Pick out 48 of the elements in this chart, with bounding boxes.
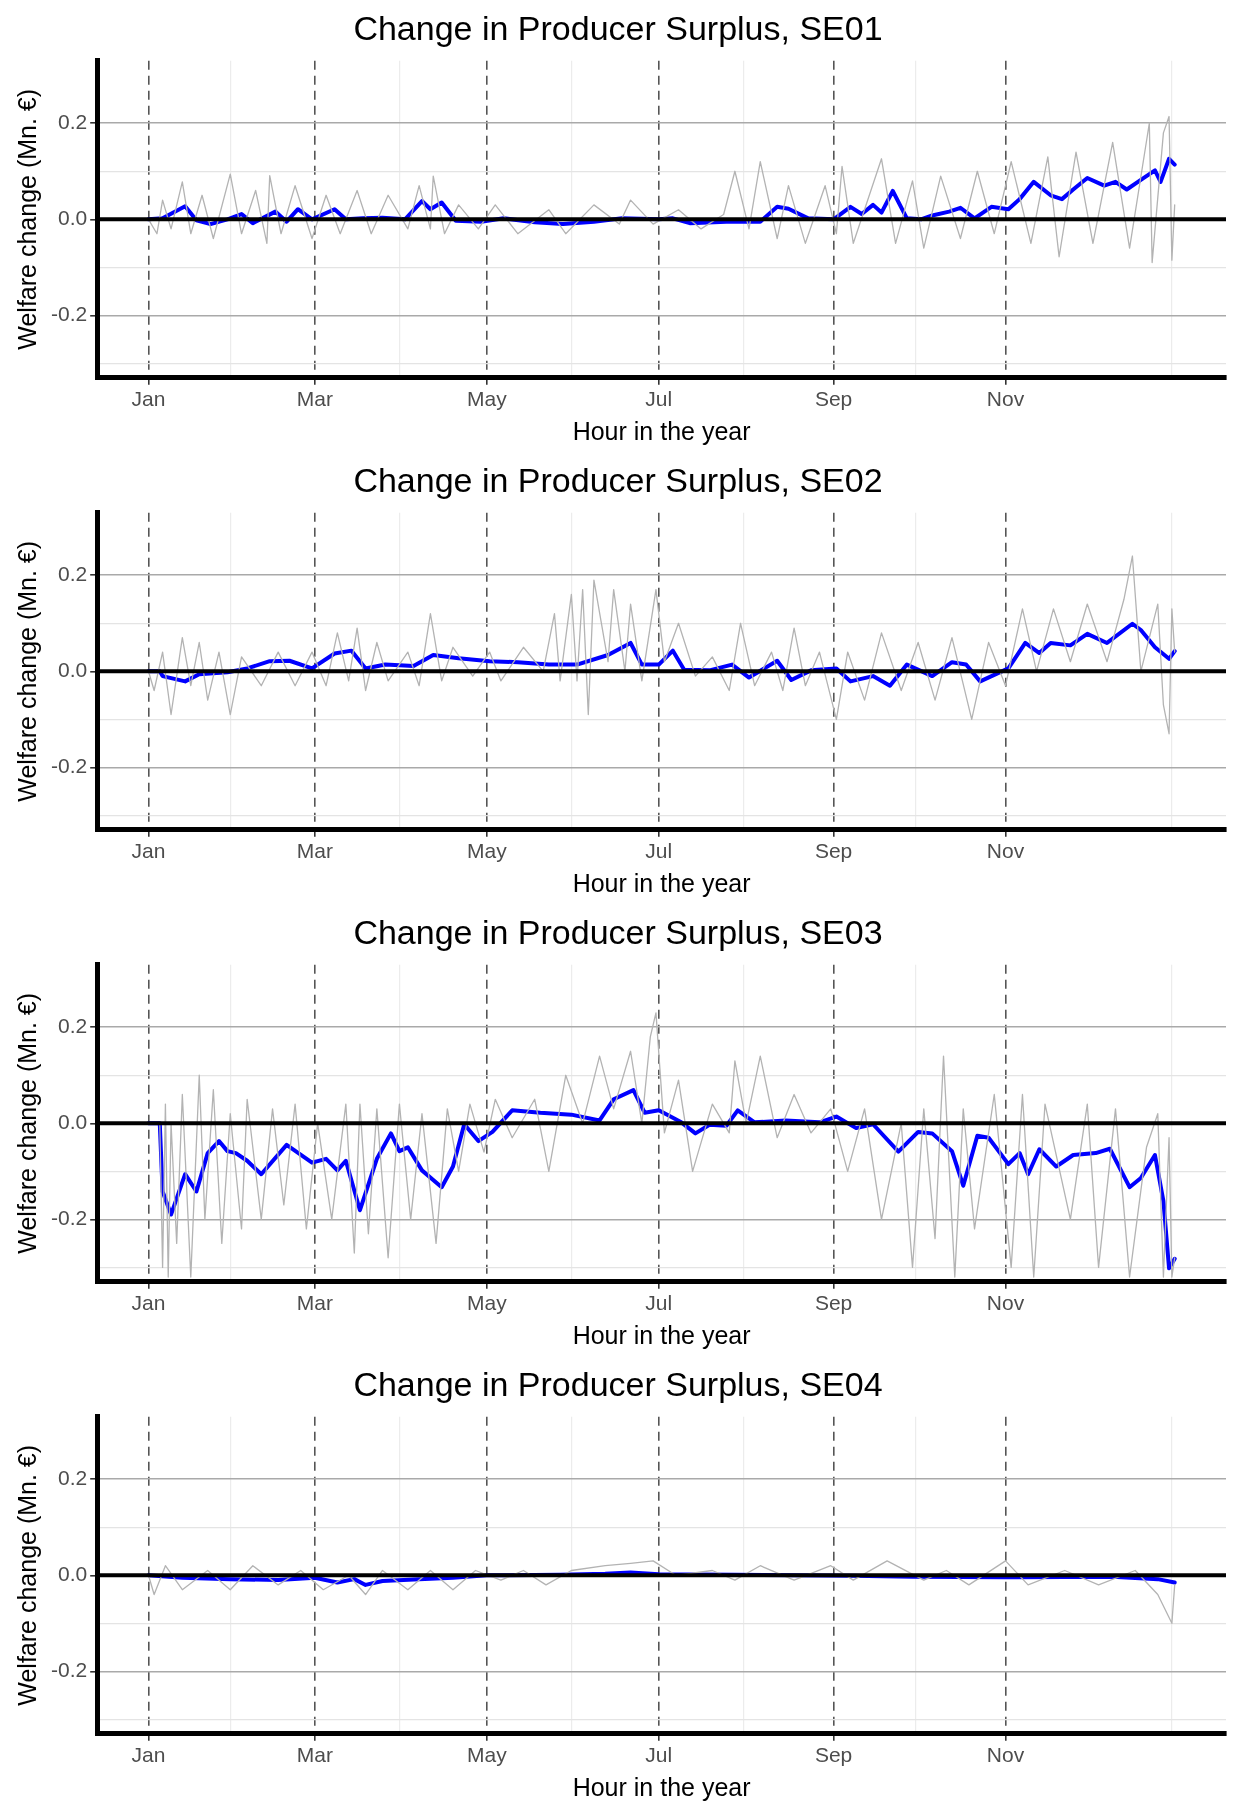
- x-tick-label: Nov: [986, 387, 1025, 411]
- x-tick-label: Mar: [296, 1743, 333, 1767]
- x-tick-label: Mar: [296, 1291, 333, 1315]
- x-tick-label: Sep: [814, 1291, 853, 1315]
- x-tick-label: Sep: [814, 387, 853, 411]
- x-axis-title: Hour in the year: [572, 1320, 751, 1349]
- y-tick-label: 0.2: [57, 1466, 88, 1490]
- x-tick-label: May: [466, 839, 508, 863]
- y-tick-label: -0.2: [51, 754, 88, 778]
- x-axis-title: Hour in the year: [572, 1772, 751, 1801]
- x-tick-label: Sep: [814, 839, 853, 863]
- y-axis-title: Welfare change (Mn. €): [12, 992, 41, 1254]
- x-tick-label: May: [466, 387, 508, 411]
- y-tick-label: 0.2: [57, 562, 88, 586]
- x-tick-label: Jul: [645, 839, 673, 863]
- x-tick-label: May: [466, 1743, 508, 1767]
- y-tick-label: 0.0: [57, 206, 88, 230]
- x-tick-label: Nov: [986, 839, 1025, 863]
- y-tick-label: -0.2: [51, 302, 88, 326]
- x-tick-label: Mar: [296, 839, 333, 863]
- x-tick-label: Nov: [986, 1743, 1025, 1767]
- x-axis-title: Hour in the year: [572, 868, 751, 897]
- x-tick-label: Jan: [131, 1291, 166, 1315]
- y-tick-label: 0.0: [57, 1562, 88, 1586]
- y-axis-title: Welfare change (Mn. €): [12, 540, 41, 802]
- y-tick-label: -0.2: [51, 1206, 88, 1230]
- x-axis-title: Hour in the year: [572, 416, 751, 445]
- x-tick-label: Jan: [131, 387, 166, 411]
- y-tick-label: 0.0: [57, 658, 88, 682]
- chart-title: Change in Producer Surplus, SE02: [353, 460, 883, 499]
- x-tick-label: Jan: [131, 1743, 166, 1767]
- x-tick-label: Jan: [131, 839, 166, 863]
- x-tick-label: Jul: [645, 1291, 673, 1315]
- x-tick-label: Nov: [986, 1291, 1025, 1315]
- chart-title: Change in Producer Surplus, SE01: [353, 8, 883, 47]
- x-tick-label: Mar: [296, 387, 333, 411]
- y-tick-label: 0.2: [57, 110, 88, 134]
- y-tick-label: -0.2: [51, 1658, 88, 1682]
- x-tick-label: Sep: [814, 1743, 853, 1767]
- chart-title: Change in Producer Surplus, SE03: [353, 912, 883, 951]
- y-tick-label: 0.2: [57, 1014, 88, 1038]
- y-tick-label: 0.0: [57, 1110, 88, 1134]
- x-tick-label: Jul: [645, 387, 673, 411]
- x-tick-label: May: [466, 1291, 508, 1315]
- y-axis-title: Welfare change (Mn. €): [12, 1444, 41, 1706]
- chart-title: Change in Producer Surplus, SE04: [353, 1364, 883, 1403]
- x-tick-label: Jul: [645, 1743, 673, 1767]
- y-axis-title: Welfare change (Mn. €): [12, 88, 41, 350]
